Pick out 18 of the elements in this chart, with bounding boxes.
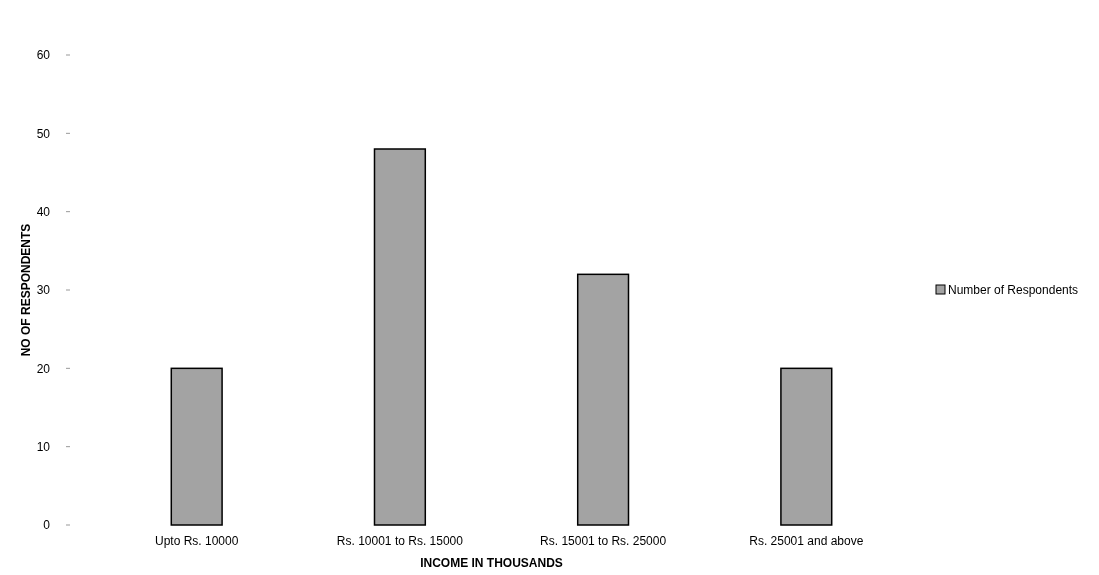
y-tick-label: 30 — [36, 283, 51, 298]
legend-label: Number of Respondents — [948, 283, 1079, 298]
x-tick-label: Rs. 15001 to Rs. 25000 — [540, 534, 667, 548]
bar — [170, 367, 223, 526]
bar — [373, 148, 427, 526]
y-tick-label: 0 — [43, 518, 51, 533]
y-tick-label: 20 — [36, 361, 51, 376]
y-tick-label: 10 — [36, 439, 51, 454]
y-axis-title: NO OF RESPONDENTS — [19, 223, 33, 357]
bar — [780, 367, 833, 526]
y-tick-label: 60 — [36, 48, 51, 63]
x-axis-title: INCOME IN THOUSANDS — [420, 556, 563, 570]
x-tick-label: Rs. 25001 and above — [749, 534, 864, 548]
x-tick-label: Rs. 10001 to Rs. 15000 — [336, 534, 464, 548]
x-tick-label: Upto Rs. 10000 — [154, 534, 239, 548]
y-tick-label: 40 — [36, 204, 51, 219]
bar — [576, 273, 630, 526]
y-tick-label: 50 — [36, 126, 51, 141]
